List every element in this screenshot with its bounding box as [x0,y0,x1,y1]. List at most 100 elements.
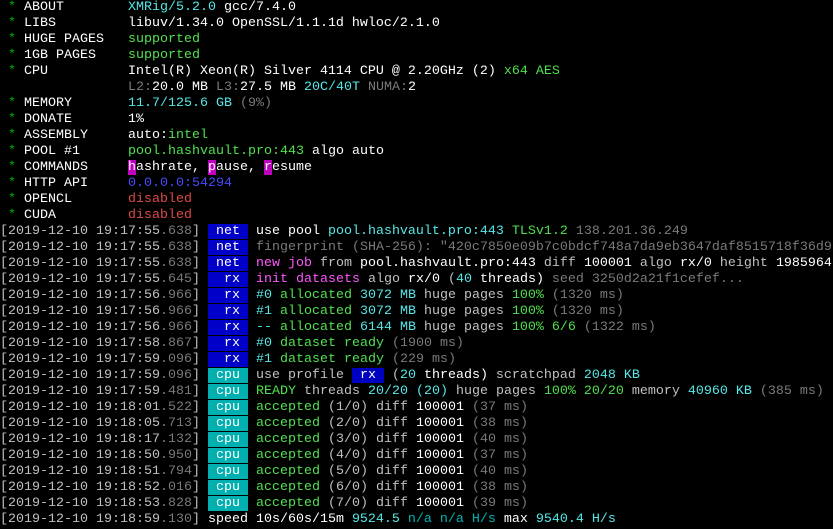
log-timestamp: [2019-12-10 19:17:56 [0,288,160,303]
info-value: 20C/40T [295,80,360,95]
info-value: esume [271,160,312,175]
bullet-icon: * [0,176,24,191]
info-label: DONATE [24,112,72,127]
log-tag-label: cpu [215,368,240,383]
log-message: (1320 ms) [543,304,624,319]
log-line: [2019-12-10 19:17:59.096] rx #1 dataset … [0,352,833,368]
log-line: [2019-12-10 19:18:53.828] cpu accepted (… [0,496,833,512]
bracket: ] [191,400,200,415]
log-message: (1/0) [319,400,368,415]
info-value: supported [127,48,200,63]
log-message: diff [367,432,416,447]
spacer [240,400,248,415]
spacer [72,96,128,111]
log-message: algo [631,256,680,271]
info-value: L2: [127,80,152,95]
log-message: (40 ms) [463,432,528,447]
spacer [240,480,248,495]
spacer [200,336,208,351]
log-timestamp: [2019-12-10 19:18:01 [0,400,160,415]
log-timestamp-ms: .132 [159,432,192,447]
log-message: 100001 [415,416,464,431]
log-message: ( [439,272,456,287]
bracket: ] [191,512,200,527]
log-message: 9524.5 [351,512,400,527]
info-value: supported [127,32,200,47]
log-timestamp: [2019-12-10 19:17:56 [0,304,160,319]
log-tag-cpu: cpu [207,432,248,447]
log-message: TLSv1.2 [503,224,568,239]
info-label: LIBS [24,16,56,31]
spacer [200,352,208,367]
log-tag-cpu: cpu [207,400,248,415]
log-message: 20 [399,368,416,383]
log-message: (39 ms) [463,496,528,511]
log-timestamp: [2019-12-10 19:17:59 [0,384,160,399]
spacer [72,112,128,127]
bullet-icon: * [0,208,24,223]
bracket: ] [191,304,200,319]
spacer [248,496,256,511]
bracket: ] [191,480,200,495]
log-timestamp: [2019-12-10 19:18:17 [0,432,160,447]
log-message: rx/0 [407,272,440,287]
log-message: diff [367,464,416,479]
log-timestamp: [2019-12-10 19:18:05 [0,416,160,431]
info-value: p [207,160,216,175]
log-message: 100% 20/20 [543,384,624,399]
spacer [208,304,224,319]
spacer [64,0,128,15]
bracket: ] [191,336,200,351]
log-message: 100001 [415,464,464,479]
log-message: memory [623,384,688,399]
spacer [240,320,248,335]
info-line: * LIBS libuv/1.34.0 OpenSSL/1.1.1d hwloc… [0,16,833,32]
spacer [248,224,256,239]
bracket: ] [191,256,200,271]
spacer [248,464,256,479]
spacer [200,240,208,255]
log-timestamp: [2019-12-10 19:17:55 [0,224,160,239]
info-line: * ABOUT XMRig/5.2.0 gcc/7.4.0 [0,0,833,16]
log-tag-net: net [207,224,248,239]
spacer [88,176,128,191]
spacer [208,384,216,399]
spacer [208,480,216,495]
log-message: use pool [255,224,328,239]
bracket: ] [191,384,200,399]
spacer [200,256,208,271]
spacer [208,224,216,239]
info-label: 1GB PAGES [24,48,96,63]
log-message: 40 [455,272,472,287]
info-value: r [263,160,272,175]
log-message: max [495,512,536,527]
spacer [200,224,208,239]
log-tag-rx: rx [207,336,248,351]
log-timestamp: [2019-12-10 19:18:52 [0,480,160,495]
log-timestamp-ms: .794 [159,464,192,479]
log-timestamp: [2019-12-10 19:17:55 [0,240,160,255]
spacer [208,352,224,367]
log-tag-cpu: cpu [207,384,248,399]
log-message: (40 ms) [463,464,528,479]
info-value: h [128,160,136,175]
log-message: allocated [271,288,360,303]
log-message: threads [295,384,368,399]
spacer [208,320,224,335]
log-tag-cpu: cpu [207,464,248,479]
log-message: -- [255,320,272,335]
log-message: diff [367,400,416,415]
log-message: diff [367,496,416,511]
log-message: #0 [255,336,272,351]
spacer [248,384,256,399]
info-line: L2:20.0 MB L3:27.5 MB 20C/40T NUMA:2 [0,80,833,96]
log-tag-label: rx [223,288,240,303]
log-message: huge pages [415,288,512,303]
spacer [48,64,128,79]
bracket: ] [191,496,200,511]
bracket: ] [191,272,200,287]
log-timestamp-ms: .713 [159,416,192,431]
info-value: disabled [127,208,192,223]
info-line: * HUGE PAGES supported [0,32,833,48]
log-message: (2/0) [319,416,368,431]
